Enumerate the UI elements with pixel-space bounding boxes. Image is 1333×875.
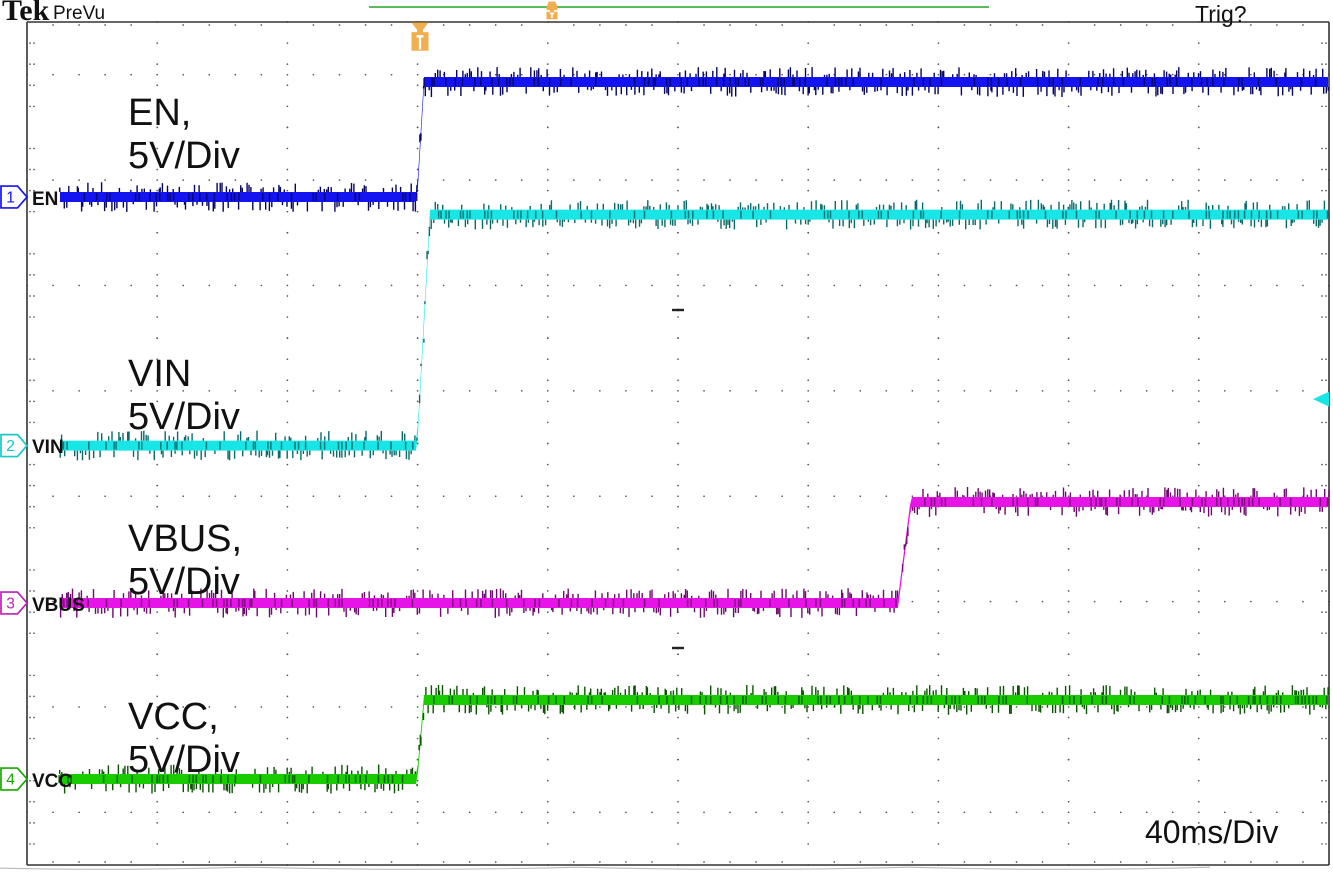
svg-text:4: 4 — [6, 772, 15, 789]
svg-text:1: 1 — [6, 190, 15, 207]
svg-text:3: 3 — [6, 596, 15, 613]
svg-text:2: 2 — [6, 438, 15, 455]
